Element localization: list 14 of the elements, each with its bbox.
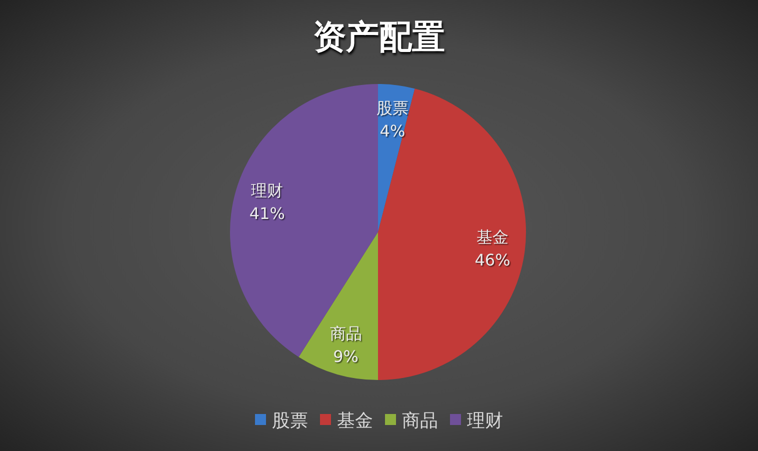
slice-label: 基金: [476, 227, 509, 246]
pie-slice: [378, 88, 526, 380]
data-label: 4%: [380, 121, 406, 140]
legend-label: 商品: [402, 410, 438, 432]
slice-label: 理财: [251, 180, 284, 200]
data-label: 46%: [474, 250, 510, 270]
legend-label: 基金: [337, 410, 373, 432]
slice-label: 商品: [330, 324, 362, 343]
chart-title: 资产配置: [313, 17, 445, 56]
legend-label: 理财: [467, 410, 503, 432]
legend-label: 股票: [272, 410, 308, 432]
data-label: 9%: [333, 346, 358, 366]
slice-label: 股票: [376, 98, 408, 118]
data-label: 41%: [249, 204, 285, 223]
